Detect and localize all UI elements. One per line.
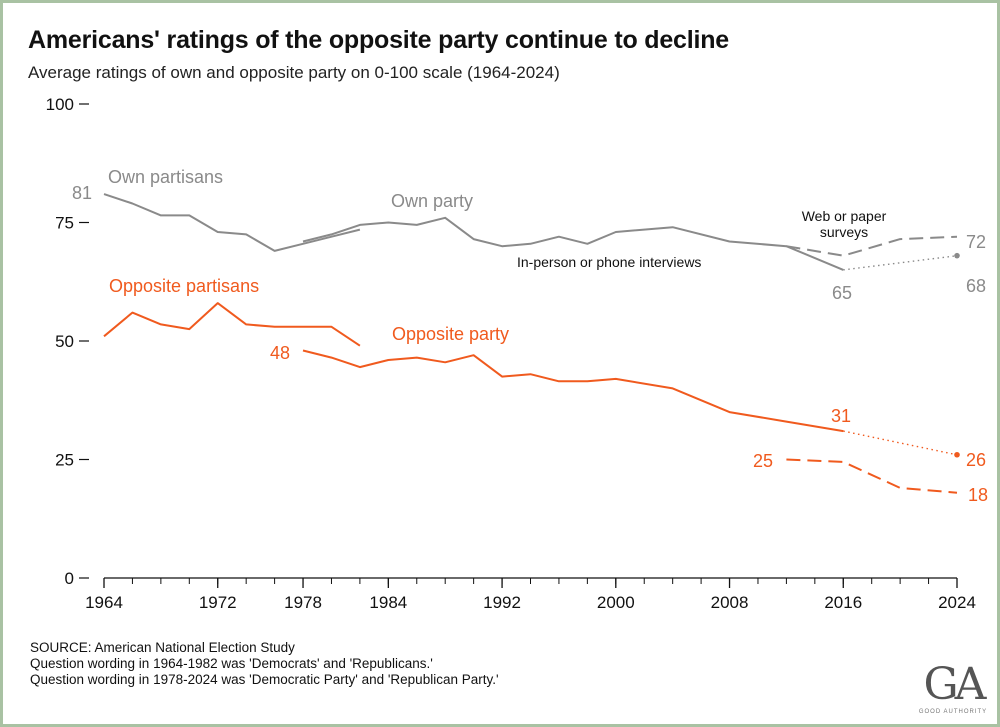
- y-tick-label: 100: [46, 95, 74, 114]
- series-line-own-party-phone-to-2024: [843, 255, 958, 271]
- x-tick-label: 2016: [824, 593, 862, 612]
- value-label-opp-web-2012: 25: [753, 451, 773, 471]
- annotation-opposite-party: Opposite party: [392, 324, 509, 344]
- footnote-source: SOURCE: American National Election Study: [30, 640, 295, 655]
- series-line-opposite-party: [302, 349, 844, 433]
- x-tick-label: 1992: [483, 593, 521, 612]
- value-label-own-2016: 65: [832, 283, 852, 303]
- value-label-opp-1978: 48: [270, 343, 290, 363]
- value-label-own-web-2024: 72: [966, 232, 986, 252]
- series-line-opposite-partisans: [103, 302, 361, 347]
- y-tick-label: 50: [55, 332, 74, 351]
- annotation-own-partisans: Own partisans: [108, 167, 223, 187]
- chart-title: Americans' ratings of the opposite party…: [28, 26, 730, 54]
- good-authority-logo: GA GOOD AUTHORITY: [915, 659, 991, 716]
- annotation-opposite-partisans: Opposite partisans: [109, 276, 259, 296]
- annotation-inperson-phone: In-person or phone interviews: [517, 254, 701, 270]
- y-axis: 0 25 50 75 100: [46, 95, 89, 588]
- annotation-web-surveys-line2: surveys: [820, 224, 868, 240]
- x-tick-label: 2008: [711, 593, 749, 612]
- x-tick-label: 1972: [199, 593, 237, 612]
- series-line-opposite-party-phone-to-2024: [843, 430, 958, 456]
- logo-mark: GA: [923, 659, 987, 710]
- y-tick-label: 0: [65, 569, 74, 588]
- chart-subtitle: Average ratings of own and opposite part…: [28, 63, 560, 82]
- endpoint-marker: [954, 451, 960, 458]
- y-tick-label: 75: [55, 214, 74, 233]
- series-layer: [103, 193, 960, 494]
- x-tick-label: 1978: [284, 593, 322, 612]
- footnote-wording-1978: Question wording in 1978-2024 was 'Democ…: [30, 672, 499, 687]
- x-tick-label: 2024: [938, 593, 976, 612]
- value-label-own-phone-2024: 68: [966, 276, 986, 296]
- y-tick-label: 25: [55, 451, 74, 470]
- value-label-own-1964: 81: [72, 183, 92, 203]
- series-line-own-party-web-or-paper-surveys: [786, 235, 958, 257]
- value-label-opp-web-2024: 18: [968, 485, 988, 505]
- annotation-own-party: Own party: [391, 191, 473, 211]
- footnote-wording-1964: Question wording in 1964-1982 was 'Democ…: [30, 656, 433, 671]
- x-tick-label: 2000: [597, 593, 635, 612]
- endpoint-marker: [954, 252, 960, 259]
- x-axis: 1964 1972 1978 1984 1992 2000 2008 2016 2024: [85, 577, 976, 612]
- x-tick-label: 1984: [369, 593, 407, 612]
- series-line-opposite-party-web-or-paper-surveys: [786, 458, 958, 494]
- series-line-own-party: [302, 216, 844, 271]
- series-line-own-partisans: [103, 193, 361, 252]
- logo-text: GOOD AUTHORITY: [918, 709, 988, 715]
- value-label-opp-phone-2024: 26: [966, 450, 986, 470]
- annotation-web-surveys-line1: Web or paper: [802, 208, 887, 224]
- value-label-opp-2016: 31: [831, 406, 851, 426]
- x-tick-label: 1964: [85, 593, 123, 612]
